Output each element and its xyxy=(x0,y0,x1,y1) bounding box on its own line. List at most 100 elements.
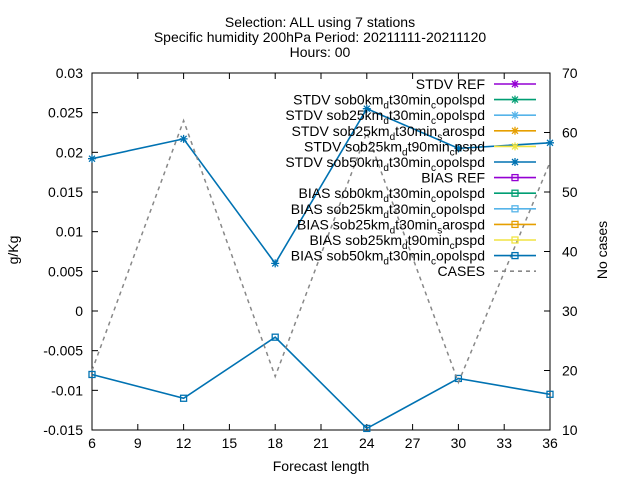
legend-text-sub2: c xyxy=(431,210,436,221)
legend-marker-5 xyxy=(511,158,519,166)
legend-text-rest2: opolspd xyxy=(436,185,485,201)
legend-marker-6 xyxy=(511,173,519,182)
legend-text-sub2: c xyxy=(431,257,436,268)
legend-text-sub: d xyxy=(383,116,389,127)
legend-text-rest: t30min xyxy=(389,248,431,264)
legend-label-12: CASES xyxy=(438,263,485,279)
legend-text-main: BIAS REF xyxy=(421,170,485,186)
legend-marker-3 xyxy=(511,126,519,135)
legend-marker-7 xyxy=(511,189,519,197)
x-tick-label: 9 xyxy=(134,435,142,451)
legend-text-main: BIAS sob50km xyxy=(291,248,384,264)
x-tick-label: 30 xyxy=(451,435,467,451)
x-tick-label: 27 xyxy=(405,435,421,451)
legend-label-1: STDV sob0kmdt30mincopolspd xyxy=(293,92,485,112)
y2-axis-label: No cases xyxy=(594,221,610,279)
y2-tick-label: 30 xyxy=(562,303,578,319)
data-point-11-1 xyxy=(179,394,188,402)
data-point-5-0 xyxy=(88,154,96,163)
legend-text-rest: t30min xyxy=(395,123,437,139)
legend-text-sub2: c xyxy=(431,116,436,127)
legend-text-sub2: c xyxy=(431,163,436,174)
data-point-11-0 xyxy=(88,370,96,379)
legend-text-rest2: opolspd xyxy=(436,154,485,170)
legend-text-sub: d xyxy=(402,147,408,158)
y2-tick-label: 40 xyxy=(562,244,578,260)
legend-label-10: BIAS sob25kmdt90mincpspd xyxy=(309,232,485,252)
legend-text-rest: t90min xyxy=(408,138,450,154)
plot-area: 6 9 12 15 18 21 24 27 30 33 36 -0.015 -0.01 -0.005 0 0.… xyxy=(43,65,577,451)
x-tick-label: 18 xyxy=(267,435,283,451)
legend-text-main: BIAS sob0km xyxy=(299,185,384,201)
x-tick-label: 24 xyxy=(359,435,375,451)
y-tick-label: -0.015 xyxy=(43,422,83,438)
legend-text-sub2: s xyxy=(437,132,442,143)
y-tick-label: -0.01 xyxy=(51,382,83,398)
legend-text-rest: t30min xyxy=(389,154,431,170)
legend-marker-11 xyxy=(511,251,519,260)
chart-title-line-2: Specific humidity 200hPa Period: 2021111… xyxy=(154,29,487,45)
y2-tick-label: 20 xyxy=(562,363,578,379)
y-tick-label: 0.005 xyxy=(48,263,83,279)
legend-text-main: BIAS sob25km xyxy=(309,232,402,248)
y2-tick-label: 50 xyxy=(562,184,578,200)
legend-label-5: STDV sob50kmdt30mincopolspd xyxy=(285,154,485,174)
legend-marker-4 xyxy=(511,142,519,151)
legend-text-main: BIAS sob25km xyxy=(291,201,384,217)
y-tick-label: 0.02 xyxy=(56,144,83,160)
data-point-5-2 xyxy=(271,259,280,268)
legend-text-sub2: c xyxy=(431,194,436,205)
y-tick-label: -0.005 xyxy=(43,343,83,359)
chart-title-line-1: Selection: ALL using 7 stations xyxy=(225,14,415,30)
legend-text-rest2: opolspd xyxy=(436,107,485,123)
y-axis-label: g/Kg xyxy=(5,236,21,265)
legend-text-sub2: c xyxy=(431,101,436,112)
y2-tick-label: 70 xyxy=(562,65,578,81)
legend-text-rest2: arospd xyxy=(442,123,485,139)
legend-text-main: STDV sob25km xyxy=(285,107,383,123)
data-point-5-3 xyxy=(362,104,371,113)
x-tick-label: 33 xyxy=(496,435,512,451)
legend-text-rest: t30min xyxy=(395,216,437,232)
x-tick-label: 36 xyxy=(542,435,558,451)
legend-text-rest2: opolspd xyxy=(436,248,485,264)
legend-marker-2 xyxy=(511,111,519,120)
legend-text-main: STDV sob50km xyxy=(285,154,383,170)
legend-text-sub: d xyxy=(383,101,389,112)
legend-text-main: CASES xyxy=(438,263,485,279)
data-point-11-2 xyxy=(271,333,279,341)
series-line-11 xyxy=(91,336,551,430)
data-point-5-5 xyxy=(546,138,554,147)
legend-label-0: STDV REF xyxy=(416,76,485,92)
x-tick-label: 15 xyxy=(222,435,238,451)
x-tick-label: 21 xyxy=(313,435,329,451)
data-point-11-3 xyxy=(363,424,371,433)
legend-label-3: STDV sob25kmdt30minsarospd xyxy=(292,123,485,143)
legend-text-rest: t30min xyxy=(389,201,431,217)
data-point-5-1 xyxy=(179,134,188,143)
legend-marker-0 xyxy=(511,80,519,88)
legend-label-8: BIAS sob25kmdt30mincopolspd xyxy=(291,201,485,221)
y2-tick-label: 10 xyxy=(562,422,578,438)
legend-text-main: STDV REF xyxy=(416,76,485,92)
series-line-5 xyxy=(91,107,551,265)
series-line-12 xyxy=(91,118,551,385)
legend-text-main: STDV sob0km xyxy=(293,92,383,108)
legend-text-rest2: pspd xyxy=(455,232,485,248)
y-tick-label: 0.025 xyxy=(48,105,83,121)
legend-text-main: BIAS sob25km xyxy=(297,216,390,232)
legend-text-sub2: c xyxy=(450,241,455,252)
legend-text-rest2: pspd xyxy=(455,138,485,154)
y-tick-label: 0.01 xyxy=(56,224,83,240)
y-tick-label: 0.03 xyxy=(56,65,83,81)
data-point-5-4 xyxy=(454,144,463,153)
legend-text-sub: d xyxy=(402,241,408,252)
y2-tick-label: 60 xyxy=(562,125,578,141)
legend-text-main: STDV sob25km xyxy=(292,123,390,139)
legend-marker-8 xyxy=(511,205,519,213)
x-tick-label: 6 xyxy=(88,435,96,451)
legend-marker-9 xyxy=(511,220,519,229)
legend-text-sub: d xyxy=(383,194,389,205)
